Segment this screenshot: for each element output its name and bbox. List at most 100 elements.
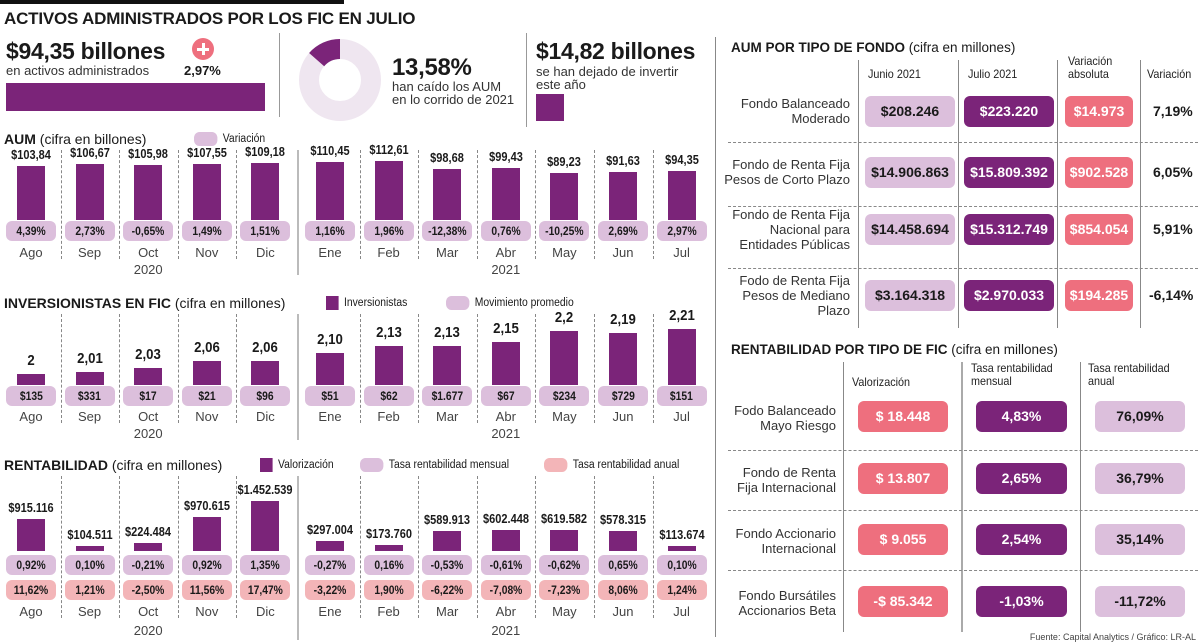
bar bbox=[550, 331, 579, 385]
bar-value-label: $970.615 bbox=[183, 499, 230, 514]
bar-value-label: 2,21 bbox=[668, 307, 695, 325]
page-title: ACTIVOS ADMINISTRADOS POR LOS FIC EN JUL… bbox=[4, 9, 416, 28]
month-label: Jul bbox=[673, 245, 690, 260]
annual-rate-value: -11,72% bbox=[1095, 586, 1185, 617]
rate-pill: 0,16% bbox=[363, 555, 414, 575]
month-label: Mar bbox=[435, 409, 459, 424]
drop-pct-sub-1: han caído los AUM bbox=[392, 79, 502, 94]
bar-value-label: $173.760 bbox=[365, 526, 412, 541]
rate-pill: -0,61% bbox=[480, 555, 531, 575]
rate-pill-text: $17 bbox=[139, 389, 157, 403]
bar-value-label: $98,68 bbox=[430, 150, 465, 165]
bar bbox=[491, 530, 520, 551]
column-separator bbox=[119, 314, 121, 423]
bar-value-label: $107,55 bbox=[186, 145, 227, 160]
rate-pill-text: 1,49% bbox=[192, 224, 222, 238]
month-label: Sep bbox=[78, 245, 102, 260]
bar bbox=[667, 329, 696, 385]
bar bbox=[251, 163, 280, 220]
monthly-rate-value: 4,83% bbox=[976, 401, 1067, 432]
rate-pill: 2,97% bbox=[656, 221, 707, 241]
legend-label: Tasa rentabilidad mensual bbox=[388, 459, 510, 471]
rate-pill: 1,24% bbox=[656, 580, 707, 600]
column-header: Junio 2021 bbox=[868, 67, 921, 81]
source-footer: Fuente: Capital Analytics / Gráfico: LR-… bbox=[1029, 632, 1196, 642]
rate-pill: 8,06% bbox=[598, 580, 648, 600]
column-separator bbox=[418, 150, 420, 259]
column-separator bbox=[236, 476, 238, 618]
title-rule bbox=[0, 0, 344, 4]
variation-pct: 6,05% bbox=[1153, 164, 1193, 180]
investors-chart-title: INVERSIONISTAS EN FIC (cifra en millones… bbox=[4, 295, 285, 311]
june-value: $208.246 bbox=[865, 96, 955, 127]
column-separator bbox=[418, 314, 420, 423]
column-separator bbox=[652, 476, 654, 618]
rate-pill: -0,65% bbox=[123, 221, 174, 241]
row-label-line: Pesos de Mediano bbox=[742, 287, 850, 303]
bar-value-label: $104.511 bbox=[66, 528, 113, 542]
aum-drop-donut bbox=[299, 39, 381, 121]
rate-pill: 2,73% bbox=[64, 221, 115, 241]
bar bbox=[316, 540, 344, 551]
rate-pill-text: -0,62% bbox=[548, 558, 581, 572]
month-label: Jun bbox=[612, 245, 634, 260]
divested-sub-1: se han dejado de invertir bbox=[536, 64, 679, 79]
bar bbox=[433, 530, 462, 551]
month-label: Oct bbox=[138, 604, 159, 619]
rate-pill: -10,25% bbox=[539, 221, 590, 241]
rate-pill: -0,53% bbox=[422, 555, 473, 575]
bar bbox=[251, 500, 280, 551]
rate-pill-text: -3,22% bbox=[313, 583, 347, 597]
row-label-line: Fondo Balanceado bbox=[740, 96, 850, 111]
bar-value-label: $99,43 bbox=[488, 150, 523, 165]
bar bbox=[433, 346, 462, 385]
rate-pill: 1,35% bbox=[240, 555, 291, 575]
june-value: $14.458.694 bbox=[865, 214, 955, 245]
month-label: Ago bbox=[19, 604, 43, 619]
column-separator bbox=[476, 314, 478, 423]
month-label: Dic bbox=[256, 409, 275, 424]
month-label: Jul bbox=[673, 604, 690, 619]
bar bbox=[374, 161, 403, 220]
bar bbox=[550, 529, 579, 551]
month-label: Sep bbox=[78, 604, 102, 619]
bar-value-label: $297.004 bbox=[307, 522, 353, 537]
legend-label: Valorización bbox=[278, 459, 334, 471]
fund-aum-title: AUM POR TIPO DE FONDO (cifra en millones… bbox=[731, 40, 1015, 55]
legend-swatch bbox=[360, 458, 384, 472]
bar-value-label: 2,06 bbox=[252, 339, 279, 357]
legend-swatch bbox=[544, 458, 568, 472]
june-value: $3.164.318 bbox=[865, 280, 955, 311]
bar bbox=[134, 367, 163, 385]
rate-pill: 0,76% bbox=[480, 221, 531, 241]
column-header: Valorización bbox=[852, 375, 911, 389]
bar bbox=[75, 164, 104, 220]
row-label-line: Fondo de Renta bbox=[742, 465, 836, 480]
rate-pill-text: $1.677 bbox=[431, 389, 463, 403]
annual-rate-value: 36,79% bbox=[1095, 463, 1185, 494]
row-divider bbox=[728, 206, 1198, 207]
rate-pill: 1,51% bbox=[240, 221, 291, 241]
rate-pill-text: -6,22% bbox=[430, 583, 464, 597]
bar-value-label: $105,98 bbox=[128, 146, 169, 161]
bar-value-label: 2,15 bbox=[492, 320, 519, 338]
bar bbox=[609, 172, 637, 220]
rate-pill-text: 0,76% bbox=[491, 224, 521, 238]
column-separator bbox=[177, 314, 179, 423]
bar-value-label: 2,03 bbox=[135, 345, 162, 363]
rate-pill-text: 1,35% bbox=[250, 558, 281, 572]
bar bbox=[192, 361, 221, 385]
rate-pill: $51 bbox=[305, 386, 355, 406]
fund-returns-title: RENTABILIDAD POR TIPO DE FIC (cifra en m… bbox=[731, 342, 1058, 357]
column-separator bbox=[177, 150, 179, 259]
drop-pct: 13,58% bbox=[392, 54, 472, 81]
row-label: Fondo de Renta Fija Pesos de Corto Plazo bbox=[724, 157, 850, 187]
year-separator bbox=[297, 476, 299, 640]
rate-pill-text: $21 bbox=[198, 389, 216, 403]
bar-value-label: $94,35 bbox=[664, 152, 699, 167]
rate-pill-text: -0,53% bbox=[430, 558, 464, 572]
aum-total: $94,35 billones bbox=[6, 38, 166, 64]
column-separator bbox=[60, 150, 62, 259]
row-divider bbox=[728, 450, 1198, 451]
column-separator bbox=[476, 476, 478, 618]
